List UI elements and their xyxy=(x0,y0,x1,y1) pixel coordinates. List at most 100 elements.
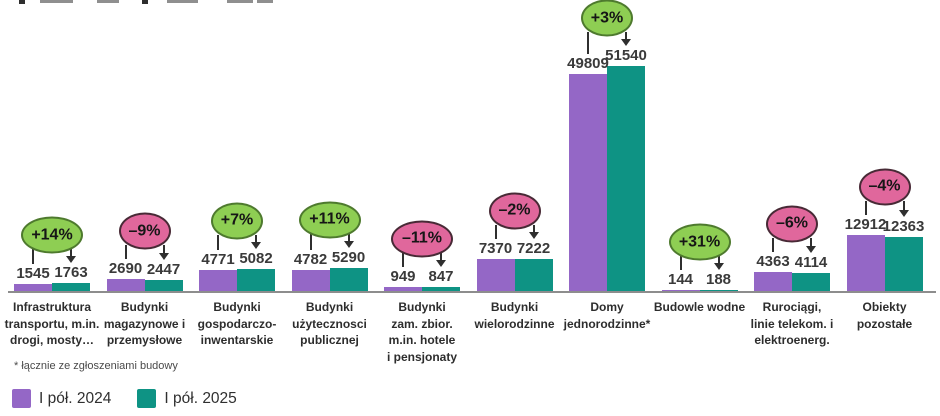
clipped-title-mark xyxy=(142,0,148,4)
bar-2024 xyxy=(14,284,52,291)
badge-connector-line xyxy=(255,234,257,242)
category-label: Budowle wodne xyxy=(653,300,746,314)
legend: I pół. 2024 I pół. 2025 xyxy=(12,389,255,408)
legend-label-2025: I pół. 2025 xyxy=(164,389,237,407)
category-label: Budynki wielorodzinne xyxy=(474,300,555,331)
badge-connector-line xyxy=(587,32,589,54)
bar-2024 xyxy=(754,271,792,291)
bar-2025 xyxy=(237,268,275,291)
bar-2024 xyxy=(106,279,145,291)
legend-label-2024: I pół. 2024 xyxy=(39,389,112,407)
change-badge: +14% xyxy=(21,216,83,254)
arrow-down-icon xyxy=(898,210,909,218)
clipped-title-mark xyxy=(40,0,73,3)
badge-connector-line xyxy=(717,256,720,263)
arrow-down-icon xyxy=(806,246,816,254)
category-label: Rurociągi, linie telekom. i elektroenerg… xyxy=(750,300,834,347)
badge-connector-line xyxy=(440,252,442,261)
badge-connector-line xyxy=(772,237,774,252)
badge-connector-line xyxy=(217,234,219,251)
category-label: Obiekty pozostałe xyxy=(856,300,913,331)
change-badge: –4% xyxy=(858,168,911,206)
bar-2025 xyxy=(884,237,923,291)
value-label-2025: 188 xyxy=(705,271,732,288)
legend-swatch-2025 xyxy=(137,389,157,408)
clipped-title-mark xyxy=(167,0,198,3)
x-axis-line xyxy=(8,291,936,293)
badge-connector-line xyxy=(532,224,535,233)
category-label: Budynki gospodarczo- inwentarskie xyxy=(197,300,277,347)
bar-2024 xyxy=(291,270,330,291)
bar-2025 xyxy=(699,290,738,291)
bar-2025 xyxy=(52,283,90,291)
bar-2025 xyxy=(329,267,368,291)
category-label: Infrastruktura transportu, m.in. drogi, … xyxy=(4,300,100,347)
value-label-2024: 4363 xyxy=(756,252,790,270)
value-label-2025: 5290 xyxy=(331,248,366,266)
arrow-down-icon xyxy=(528,232,539,240)
arrow-down-icon xyxy=(713,263,724,270)
change-badge: +31% xyxy=(668,223,731,261)
value-label-2025: 51540 xyxy=(605,47,647,64)
arrow-down-icon xyxy=(158,253,169,261)
value-label-2024: 949 xyxy=(390,267,416,285)
change-badge: +3% xyxy=(581,0,633,37)
arrow-down-icon xyxy=(66,256,76,264)
category-label: Budynki użytecznosci publicznej xyxy=(292,300,367,347)
value-label-2025: 847 xyxy=(428,268,454,286)
value-label-2024: 2690 xyxy=(108,260,143,278)
value-label-2025: 5082 xyxy=(239,249,273,267)
arrow-down-icon xyxy=(436,260,446,268)
badge-connector-line xyxy=(70,249,72,257)
value-label-2024: 4771 xyxy=(201,251,235,269)
value-label-2025: 4114 xyxy=(794,254,828,272)
bar-2024 xyxy=(569,73,607,291)
bar-2025 xyxy=(607,66,645,291)
bar-2025 xyxy=(792,273,830,291)
bar-2024 xyxy=(199,270,237,291)
badge-connector-line xyxy=(902,200,905,211)
bar-2024 xyxy=(384,286,422,291)
bar-2025 xyxy=(514,259,553,291)
clipped-title-mark xyxy=(257,0,273,3)
badge-connector-line xyxy=(162,245,165,254)
bar-2024 xyxy=(476,258,515,291)
badge-connector-line xyxy=(864,200,867,215)
badge-connector-line xyxy=(347,233,350,241)
value-label-2024: 4782 xyxy=(293,251,328,269)
bar-2024 xyxy=(846,234,885,291)
bar-2025 xyxy=(422,287,460,291)
badge-connector-line xyxy=(679,256,682,270)
change-badge: +7% xyxy=(211,202,263,240)
value-label-2024: 49809 xyxy=(567,54,609,72)
badge-connector-line xyxy=(810,237,812,247)
badge-connector-line xyxy=(625,32,627,39)
value-label-2025: 2447 xyxy=(146,261,181,279)
badge-connector-line xyxy=(309,233,312,251)
footnote: * łącznie ze zgłoszeniami budowy xyxy=(14,360,178,372)
value-label-2024: 144 xyxy=(667,271,694,288)
value-label-2025: 1763 xyxy=(54,264,88,282)
value-label-2024: 7370 xyxy=(478,239,513,257)
value-label-2024: 1545 xyxy=(16,265,50,283)
value-label-2024: 12912 xyxy=(844,215,887,233)
bar-2025 xyxy=(144,280,183,291)
change-badge: –6% xyxy=(766,205,818,243)
bar-2024 xyxy=(661,290,700,291)
badge-connector-line xyxy=(494,224,497,239)
change-badge: –11% xyxy=(391,220,453,258)
change-badge: –9% xyxy=(118,212,171,250)
badge-connector-line xyxy=(124,245,127,260)
clipped-title-mark xyxy=(97,0,119,3)
arrow-down-icon xyxy=(343,240,354,248)
change-badge: –2% xyxy=(488,192,541,230)
category-label: Budynki magazynowe i przemysłowe xyxy=(103,300,186,347)
value-label-2025: 12363 xyxy=(882,218,925,236)
legend-swatch-2024 xyxy=(12,389,31,408)
badge-connector-line xyxy=(32,249,34,265)
clipped-title-mark xyxy=(227,0,253,3)
category-label: Budynki zam. zbior. m.in. hotele i pensj… xyxy=(386,300,457,364)
badge-connector-line xyxy=(402,252,404,267)
category-label: Domy jednorodzinne* xyxy=(563,300,651,331)
